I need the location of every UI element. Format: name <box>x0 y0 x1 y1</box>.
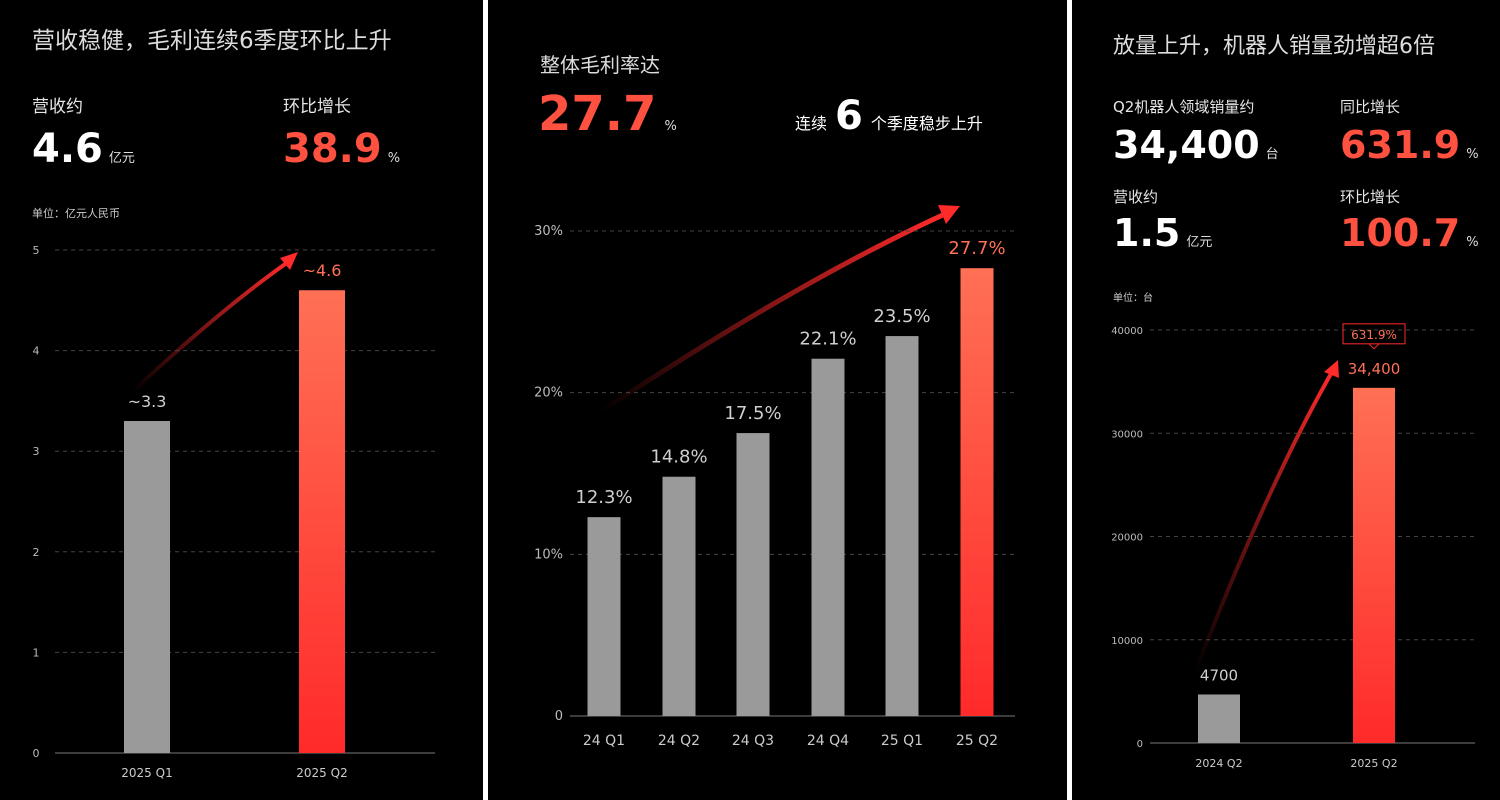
x-tick-label: 24 Q4 <box>807 733 849 749</box>
value-label: 4700 <box>1200 666 1238 684</box>
value-label: 17.5% <box>724 403 781 424</box>
annotation-box <box>1342 323 1406 345</box>
arrow-head <box>280 252 298 270</box>
stat-label: 环比增长 <box>283 97 351 117</box>
stat-label: 营收约 <box>32 97 83 117</box>
y-tick-label: 10% <box>534 547 563 562</box>
y-tick-label: 0 <box>555 709 563 724</box>
value-label: 14.8% <box>650 447 707 468</box>
y-tick-label: 5 <box>33 244 40 257</box>
bar <box>885 336 919 716</box>
streak-count: 6 <box>835 93 863 139</box>
streak-prefix: 连续 <box>795 114 827 133</box>
stat-label: Q2机器人领域销量约 <box>1113 98 1254 116</box>
streak-suffix: 个季度稳步上升 <box>871 114 983 133</box>
stat-label: 同比增长 <box>1340 98 1400 116</box>
y-tick-label: 20000 <box>1111 533 1143 544</box>
bar <box>960 268 994 716</box>
y-tick-label: 1 <box>33 646 40 659</box>
stat-label: 环比增长 <box>1340 188 1400 206</box>
stat-value: 100.7 <box>1340 211 1460 255</box>
stat: 34,400 台 <box>1113 123 1279 167</box>
x-tick-label: 2024 Q2 <box>1195 757 1242 770</box>
x-tick-label: 2025 Q2 <box>1350 757 1397 770</box>
streak: 连续 6 个季度稳步上升 <box>795 93 983 139</box>
stat: 631.9% <box>1340 123 1479 167</box>
bar <box>299 290 345 753</box>
arrow-head <box>1324 360 1339 378</box>
stat-unit: % <box>388 151 400 166</box>
x-tick-label: 2025 Q1 <box>121 766 172 780</box>
x-tick-label: 25 Q2 <box>956 733 998 749</box>
value-label: ~4.6 <box>303 261 342 280</box>
y-tick-label: 20% <box>534 386 563 401</box>
value-label: 23.5% <box>873 306 930 327</box>
stat-unit: 亿元 <box>109 151 135 166</box>
y-tick-label: 2 <box>33 546 40 559</box>
x-tick-label: 24 Q2 <box>658 733 700 749</box>
unit-note: 单位：亿元人民币 <box>32 206 120 220</box>
stat-unit: 台 <box>1266 147 1279 162</box>
stat-value: 34,400 <box>1113 123 1260 167</box>
bar <box>124 421 170 753</box>
value-label: 12.3% <box>575 487 632 508</box>
y-tick-label: 0 <box>1137 739 1143 750</box>
y-tick-label: 0 <box>33 747 40 760</box>
y-tick-label: 3 <box>33 445 40 458</box>
value-label: 27.7% <box>948 238 1005 259</box>
x-tick-label: 24 Q3 <box>732 733 774 749</box>
unit-note: 单位：台 <box>1113 291 1153 304</box>
bar <box>587 517 621 716</box>
bar <box>1198 694 1240 743</box>
stat-value: 631.9 <box>1340 123 1460 167</box>
arrow <box>1193 371 1334 673</box>
arrow <box>130 260 290 394</box>
stat-unit: % <box>1466 147 1478 162</box>
stat-unit: 亿元 <box>1186 235 1212 250</box>
value-label: 34,400 <box>1348 360 1401 378</box>
y-tick-label: 4 <box>33 345 40 358</box>
stat: 38.9% <box>283 126 400 172</box>
y-tick-label: 40000 <box>1111 326 1143 337</box>
y-tick-label: 10000 <box>1111 636 1143 647</box>
stat: 1.5 亿元 <box>1113 211 1212 255</box>
bar <box>1353 387 1395 743</box>
stat-value: 4.6 <box>32 126 103 172</box>
y-tick-label: 30% <box>534 224 563 239</box>
arrow-head <box>938 205 960 224</box>
separator <box>483 0 488 800</box>
value-label: ~3.3 <box>128 392 167 411</box>
stat-label: 营收约 <box>1113 188 1158 206</box>
stat: 100.7% <box>1340 211 1479 255</box>
annotation-pointer <box>1368 343 1380 350</box>
y-tick-label: 30000 <box>1111 429 1143 440</box>
stat-value: 38.9 <box>283 126 382 172</box>
value-label: 22.1% <box>799 329 856 350</box>
bar <box>811 358 845 716</box>
x-tick-label: 25 Q1 <box>881 733 923 749</box>
stat-unit: % <box>1466 235 1478 250</box>
x-tick-label: 2025 Q2 <box>296 766 347 780</box>
bar <box>662 476 696 716</box>
title: 放量上升，机器人销量劲增超6倍 <box>1113 34 1435 59</box>
stat-value: 27.7 <box>538 86 656 142</box>
separator <box>1067 0 1072 800</box>
bar <box>736 433 770 716</box>
arrow <box>598 211 947 415</box>
stat: 27.7% <box>538 86 677 142</box>
stat: 4.6 亿元 <box>32 126 135 172</box>
x-tick-label: 24 Q1 <box>583 733 625 749</box>
annotation: 631.9% <box>1351 328 1397 342</box>
stat-value: 1.5 <box>1113 211 1180 255</box>
title: 整体毛利率达 <box>540 53 660 77</box>
stat-unit: % <box>664 119 676 134</box>
title: 营收稳健，毛利连续6季度环比上升 <box>32 28 392 54</box>
trend-arrows <box>130 205 1339 673</box>
